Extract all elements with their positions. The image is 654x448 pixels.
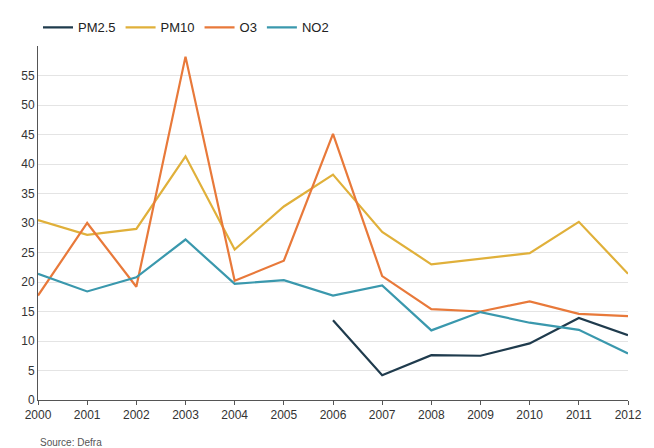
svg-text:20: 20 bbox=[21, 275, 35, 289]
svg-text:NO2: NO2 bbox=[302, 20, 329, 35]
svg-text:2001: 2001 bbox=[74, 408, 101, 422]
svg-text:15: 15 bbox=[21, 305, 35, 319]
svg-text:2002: 2002 bbox=[123, 408, 150, 422]
svg-text:2006: 2006 bbox=[320, 408, 347, 422]
svg-text:10: 10 bbox=[21, 334, 35, 348]
svg-text:2012: 2012 bbox=[615, 408, 642, 422]
svg-text:50: 50 bbox=[21, 98, 35, 112]
svg-text:2003: 2003 bbox=[172, 408, 199, 422]
svg-text:2009: 2009 bbox=[467, 408, 494, 422]
svg-text:PM2.5: PM2.5 bbox=[78, 20, 116, 35]
svg-text:25: 25 bbox=[21, 246, 35, 260]
svg-text:2008: 2008 bbox=[418, 408, 445, 422]
svg-text:5: 5 bbox=[28, 364, 35, 378]
svg-text:40: 40 bbox=[21, 157, 35, 171]
svg-text:2000: 2000 bbox=[25, 408, 52, 422]
svg-text:O3: O3 bbox=[240, 20, 257, 35]
svg-text:55: 55 bbox=[21, 69, 35, 83]
svg-text:0: 0 bbox=[28, 393, 35, 407]
svg-text:Source: Defra: Source: Defra bbox=[40, 437, 102, 448]
svg-text:PM10: PM10 bbox=[161, 20, 195, 35]
svg-text:2011: 2011 bbox=[566, 408, 592, 422]
svg-text:2005: 2005 bbox=[270, 408, 297, 422]
svg-text:2004: 2004 bbox=[221, 408, 248, 422]
svg-text:30: 30 bbox=[21, 216, 35, 230]
svg-text:45: 45 bbox=[21, 128, 35, 142]
svg-text:2010: 2010 bbox=[516, 408, 543, 422]
svg-text:35: 35 bbox=[21, 187, 35, 201]
svg-text:2007: 2007 bbox=[369, 408, 396, 422]
